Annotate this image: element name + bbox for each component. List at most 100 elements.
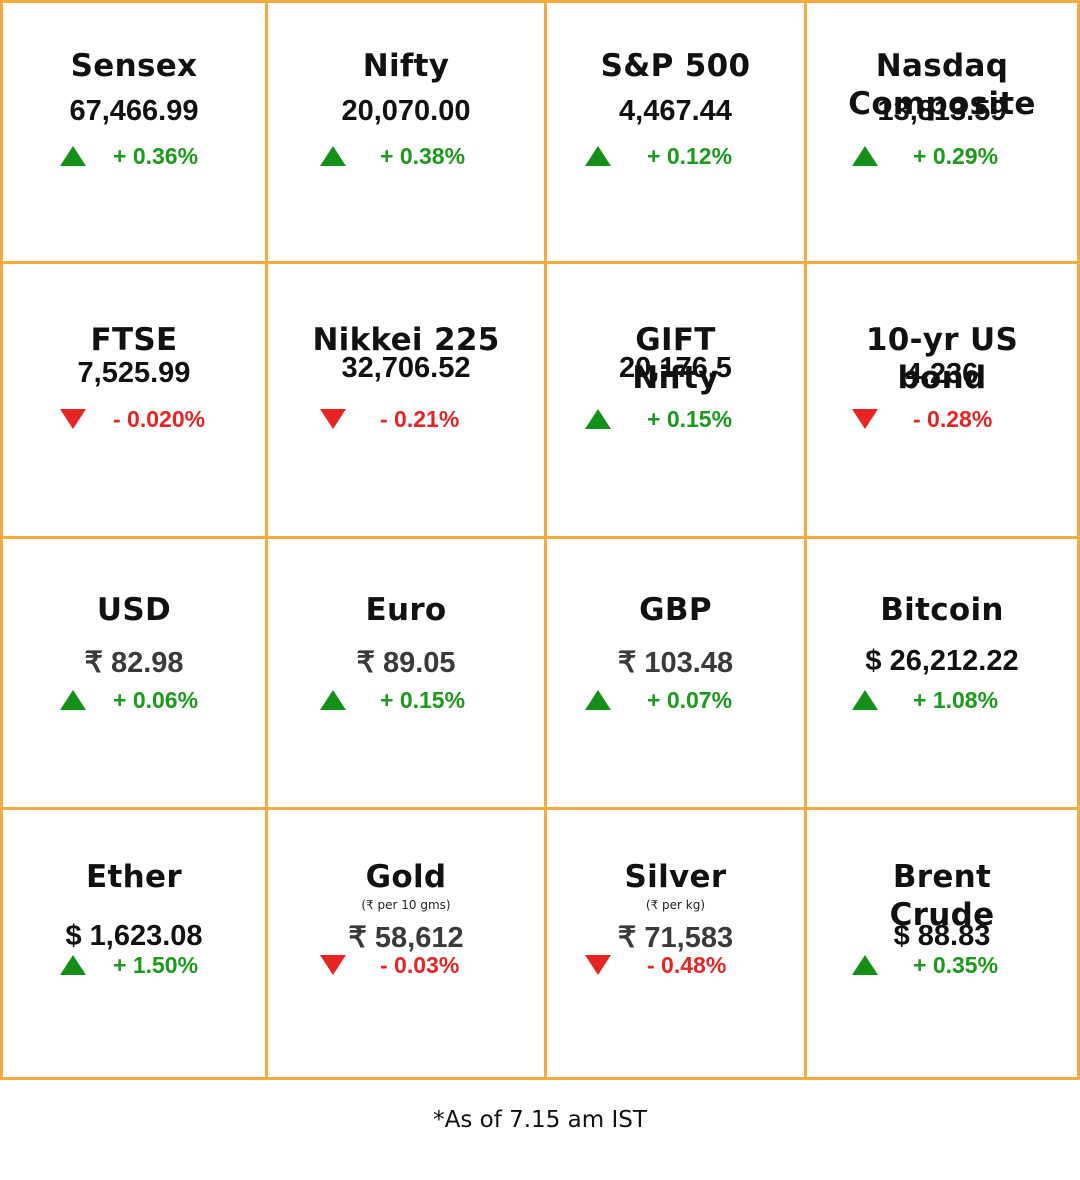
arrow-down-icon — [585, 955, 611, 975]
card-title: Brent Crude — [807, 858, 1077, 934]
card-title: Bitcoin — [807, 591, 1077, 629]
arrow-up-icon — [585, 690, 611, 710]
card-title-line: GBP — [639, 592, 712, 628]
card-change: - 0.020% — [113, 406, 206, 432]
card-title: Ether — [3, 858, 265, 896]
market-card: Ether $ 1,623.08 + 1.50% — [3, 810, 268, 1077]
card-value: 67,466.99 — [69, 95, 199, 127]
card-change: + 0.07% — [647, 687, 733, 713]
card-value: ₹ 103.48 — [617, 647, 734, 679]
card-value: ₹ 71,583 — [617, 922, 734, 954]
market-card: GBP ₹ 103.48 + 0.07% — [547, 539, 807, 810]
card-unit: (₹ per kg) — [645, 898, 706, 912]
card-change: - 0.48% — [647, 952, 727, 978]
card-change: + 0.15% — [380, 687, 466, 713]
card-value: 4.236 — [905, 358, 979, 390]
card-change: + 1.08% — [913, 687, 999, 713]
card-change: + 0.36% — [113, 143, 199, 169]
card-change: - 0.03% — [380, 952, 460, 978]
card-title-line: S&P 500 — [600, 48, 751, 84]
card-title-line: Crude — [889, 897, 995, 933]
card-value: 32,706.52 — [341, 352, 471, 384]
arrow-up-icon — [320, 146, 346, 166]
card-title: USD — [3, 591, 265, 629]
market-card: Sensex 67,466.99 + 0.36% — [3, 3, 268, 264]
card-title: Nasdaq Composite — [807, 47, 1077, 123]
card-value: $ 88.83 — [893, 920, 991, 952]
market-card: USD ₹ 82.98 + 0.06% — [3, 539, 268, 810]
card-title: S&P 500 — [547, 47, 804, 85]
arrow-up-icon — [852, 955, 878, 975]
arrow-up-icon — [852, 690, 878, 710]
card-title: 10-yr US bond — [807, 321, 1077, 397]
card-change: + 0.38% — [380, 143, 466, 169]
arrow-up-icon — [60, 146, 86, 166]
card-title-line: Composite — [848, 86, 1036, 122]
market-card: S&P 500 4,467.44 + 0.12% — [547, 3, 807, 264]
market-card: Bitcoin $ 26,212.22 + 1.08% — [807, 539, 1077, 810]
card-title: Silver — [547, 858, 804, 896]
arrow-down-icon — [852, 409, 878, 429]
card-change: + 0.12% — [647, 143, 733, 169]
card-value: $ 26,212.22 — [865, 645, 1019, 677]
card-title-line: Nifty — [362, 48, 450, 84]
arrow-up-icon — [60, 955, 86, 975]
card-title: GIFT Nifty — [547, 321, 804, 397]
card-title-line: Nifty — [632, 360, 719, 396]
card-title-line: Bitcoin — [880, 592, 1004, 628]
card-title: Nikkei 225 — [268, 321, 544, 359]
card-value: $ 1,623.08 — [65, 920, 203, 952]
card-title: Sensex — [3, 47, 265, 85]
card-unit: (₹ per 10 gms) — [361, 898, 451, 912]
card-value: 7,525.99 — [77, 357, 191, 389]
card-value: 20,176.5 — [619, 352, 732, 384]
arrow-up-icon — [852, 146, 878, 166]
arrow-up-icon — [585, 409, 611, 429]
card-change: + 0.29% — [913, 143, 999, 169]
market-card: FTSE 7,525.99 - 0.020% — [3, 264, 268, 539]
card-title-line: bond — [897, 360, 987, 396]
card-value: ₹ 89.05 — [356, 647, 456, 679]
card-title-line: Silver — [624, 859, 727, 895]
card-change: - 0.21% — [380, 406, 460, 432]
card-title-line: Brent — [892, 859, 992, 895]
card-value: ₹ 82.98 — [84, 647, 184, 679]
card-title-line: USD — [96, 592, 172, 628]
card-title-line: GIFT — [635, 322, 716, 358]
card-title-line: Euro — [365, 592, 447, 628]
card-value: 4,467.44 — [619, 95, 732, 127]
market-card: Nasdaq Composite 13,813.59 + 0.29% — [807, 3, 1077, 264]
card-change: + 0.06% — [113, 687, 199, 713]
card-value: 20,070.00 — [341, 95, 471, 127]
market-card: 10-yr US bond 4.236 - 0.28% — [807, 264, 1077, 539]
arrow-down-icon — [60, 409, 86, 429]
card-title-line: Sensex — [70, 48, 198, 84]
card-title: Euro — [268, 591, 544, 629]
market-grid: Sensex 67,466.99 + 0.36% Nifty 20,070.00 + 0.… — [0, 0, 1080, 1080]
card-title-line: Gold — [365, 859, 447, 895]
arrow-up-icon — [320, 690, 346, 710]
card-title-line: Ether — [86, 859, 182, 895]
market-card: Nifty 20,070.00 + 0.38% — [268, 3, 547, 264]
arrow-down-icon — [320, 955, 346, 975]
card-change: + 1.50% — [113, 952, 199, 978]
arrow-down-icon — [320, 409, 346, 429]
card-title-line: Nasdaq — [875, 48, 1009, 84]
market-card: Gold (₹ per 10 gms) ₹ 58,612- 0.03% — [268, 810, 547, 1077]
card-change: + 0.15% — [647, 406, 733, 432]
card-title: Gold — [268, 858, 544, 896]
market-card: GIFT Nifty 20,176.5 + 0.15% — [547, 264, 807, 539]
card-value: 13,813.59 — [877, 95, 1007, 127]
arrow-up-icon — [585, 146, 611, 166]
arrow-up-icon — [60, 690, 86, 710]
market-card: Brent Crude $ 88.83 + 0.35% — [807, 810, 1077, 1077]
card-change: + 0.35% — [913, 952, 999, 978]
market-card: Nikkei 225 32,706.52 - 0.21% — [268, 264, 547, 539]
card-title: Nifty — [268, 47, 544, 85]
card-change: - 0.28% — [913, 406, 993, 432]
market-card: Euro ₹ 89.05 + 0.15% — [268, 539, 547, 810]
footnote: *As of 7.15 am IST — [433, 1107, 647, 1133]
card-value: ₹ 58,612 — [348, 922, 464, 954]
card-title-line: FTSE — [90, 322, 178, 358]
card-title-line: Nikkei 225 — [312, 322, 500, 358]
